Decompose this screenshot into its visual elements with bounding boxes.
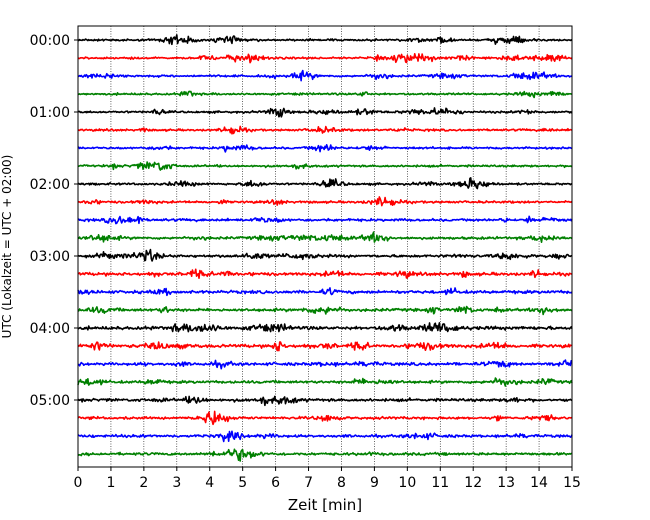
x-tick-label: 8 (337, 475, 346, 491)
trace-line (77, 287, 573, 297)
y-axis: 00:00 01:00 02:00 03:00 04:00 05:00 (30, 33, 78, 409)
x-tick-label: 12 (464, 475, 482, 491)
trace-line (77, 305, 573, 316)
x-tick-label: 10 (398, 475, 416, 491)
y-tick-label: 01:00 (30, 105, 70, 121)
y-tick-label: 05:00 (30, 393, 70, 409)
x-tick-label: 5 (238, 475, 247, 491)
trace-line (77, 215, 573, 225)
x-tick-label: 4 (205, 475, 214, 491)
trace-line (77, 410, 573, 426)
trace-line (77, 196, 573, 207)
trace-line (77, 231, 573, 243)
y-tick-label: 02:00 (30, 177, 70, 193)
trace-line (77, 268, 573, 279)
x-tick-label: 7 (304, 475, 313, 491)
x-tick-label: 9 (370, 475, 379, 491)
trace-line (77, 34, 573, 46)
trace-line (77, 377, 573, 387)
trace-line (77, 341, 573, 352)
trace-line (77, 359, 573, 370)
trace-line (77, 107, 573, 118)
x-tick-label: 3 (172, 475, 181, 491)
trace-line (77, 69, 573, 82)
y-axis-label: UTC (Lokalzeit = UTC + 02:00) (0, 155, 14, 339)
trace-line (77, 144, 573, 153)
trace-line (77, 448, 573, 462)
x-tick-label: 1 (106, 475, 115, 491)
x-tick-label: 13 (497, 475, 515, 491)
y-tick-label: 04:00 (30, 321, 70, 337)
trace-line (77, 248, 573, 262)
trace-line (77, 125, 573, 135)
y-tick-label: 00:00 (30, 33, 70, 49)
x-axis: 0 1 2 3 4 5 6 7 8 9 10 11 12 13 14 15 (74, 467, 581, 491)
grid-lines (110, 26, 540, 467)
trace-line (77, 177, 573, 190)
trace-line (77, 322, 573, 333)
trace-line (77, 395, 573, 407)
traces (77, 34, 573, 462)
trace-line (77, 430, 573, 443)
plot-frame (77, 25, 573, 468)
x-tick-label: 14 (530, 475, 548, 491)
x-tick-label: 6 (271, 475, 280, 491)
trace-line (77, 90, 573, 99)
trace-line (77, 52, 573, 64)
x-tick-label: 11 (431, 475, 449, 491)
x-tick-label: 0 (74, 475, 83, 491)
x-tick-label: 2 (139, 475, 148, 491)
y-tick-label: 03:00 (30, 249, 70, 265)
x-tick-label: 15 (563, 475, 581, 491)
x-axis-label: Zeit [min] (288, 496, 362, 514)
trace-line (77, 161, 573, 171)
